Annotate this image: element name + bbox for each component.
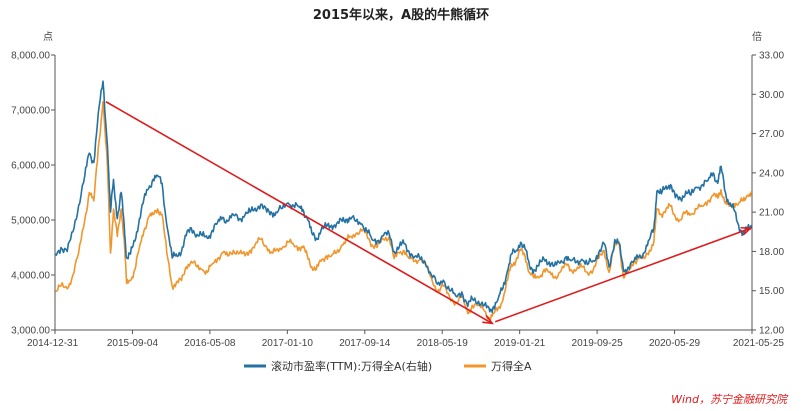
x-tick-label: 2016-05-08 (184, 338, 236, 349)
left-axis-unit: 点 (43, 31, 53, 43)
left-tick-label: 3,000.00 (11, 326, 50, 337)
axes: 3,000.00 4,000.00 5,000.00 6,000.00 7,000.00… (11, 51, 784, 350)
series-line-index (55, 101, 753, 321)
x-tick-label: 2017-09-14 (339, 338, 391, 349)
right-tick-label: 24.00 (759, 168, 784, 179)
x-tick-label: 2021-05-25 (733, 338, 785, 349)
trend-arrow-head-1 (482, 314, 495, 325)
x-tick-label: 2015-09-04 (107, 338, 159, 349)
x-tick-label: 2014-12-31 (27, 338, 79, 349)
legend-label-pe: 滚动市盈率(TTM):万得全A(右轴) (271, 359, 432, 373)
right-axis-unit: 倍 (752, 30, 762, 43)
x-tick-label: 2018-05-19 (417, 338, 469, 349)
series-layer (54, 80, 753, 321)
series-line-pe (54, 80, 753, 314)
x-tick-label: 2019-09-25 (572, 338, 624, 349)
right-tick-label: 33.00 (759, 51, 784, 62)
x-tick-label: 2019-01-21 (494, 338, 546, 349)
left-tick-label: 5,000.00 (11, 216, 50, 227)
trend-arrow-head-2 (740, 226, 753, 236)
right-tick-label: 12.00 (759, 326, 784, 337)
right-tick-label: 30.00 (759, 90, 784, 101)
source-note: Wind，苏宁金融研究院 (671, 393, 789, 406)
left-tick-label: 7,000.00 (11, 106, 50, 117)
left-tick-label: 6,000.00 (11, 161, 50, 172)
right-tick-label: 27.00 (759, 129, 784, 140)
left-tick-label: 8,000.00 (11, 51, 50, 62)
annotation-layer (105, 101, 753, 325)
trend-arrow-2 (494, 227, 751, 323)
x-tick-label: 2020-05-29 (649, 338, 701, 349)
x-tick-label: 2017-01-10 (262, 338, 314, 349)
left-tick-label: 4,000.00 (11, 271, 50, 282)
right-tick-label: 15.00 (759, 286, 784, 297)
legend-label-index: 万得全A (491, 359, 532, 373)
right-tick-label: 21.00 (759, 208, 784, 219)
trend-arrow-1 (105, 101, 493, 325)
chart-title: 2015年以来，A股的牛熊循环 (313, 7, 489, 23)
legend: 滚动市盈率(TTM):万得全A(右轴) 万得全A (244, 359, 532, 373)
right-tick-label: 18.00 (759, 247, 784, 258)
